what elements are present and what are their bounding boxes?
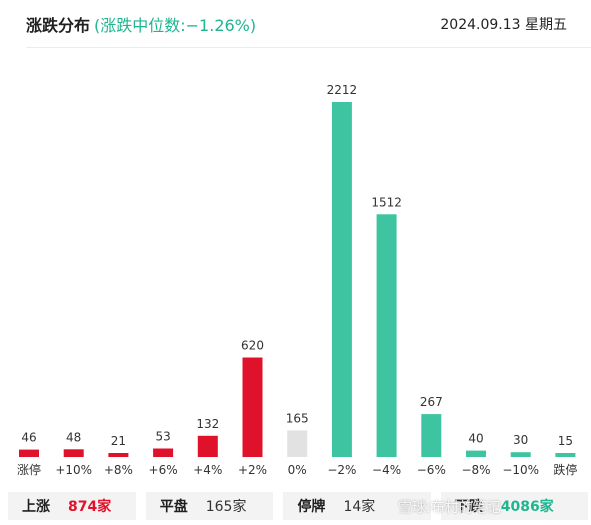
bar-value-label-7: 2212: [327, 83, 358, 97]
distribution-bar-chart: 46 涨停 48 +10% 21 +8% 53 +6% 132 +4% 620 +2% 165 0% 221…: [17, 83, 577, 477]
bar-6: [287, 430, 308, 457]
bar-12: [555, 453, 576, 457]
bar-value-label-10: 40: [468, 432, 483, 446]
x-tick-label-4: +4%: [193, 463, 222, 477]
x-tick-label-10: −8%: [461, 463, 490, 477]
bar-value-label-12: 15: [558, 434, 573, 448]
summary-flat-label: 平盘: [159, 499, 188, 515]
bar-value-label-0: 46: [21, 431, 36, 445]
bar-value-label-3: 53: [155, 430, 170, 444]
bar-value-label-1: 48: [66, 430, 81, 444]
x-tick-label-3: +6%: [149, 463, 178, 477]
summary-down-value: 4086家: [500, 499, 554, 515]
x-tick-label-8: −4%: [372, 463, 401, 477]
x-tick-label-5: +2%: [238, 463, 267, 477]
summary-up-card: 上涨 874家: [8, 492, 136, 520]
x-tick-label-2: +8%: [104, 463, 133, 477]
bars-group: 46 涨停 48 +10% 21 +8% 53 +6% 132 +4% 620 +2% 165 0% 221…: [17, 83, 577, 477]
bar-11: [510, 452, 531, 457]
bar-2: [108, 453, 129, 457]
bar-3: [153, 448, 174, 457]
x-tick-label-0: 涨停: [17, 462, 41, 477]
bar-10: [466, 450, 486, 457]
x-tick-label-12: 跌停: [553, 462, 577, 477]
bar-value-label-4: 132: [196, 417, 219, 431]
bar-value-label-2: 21: [111, 434, 126, 448]
median-change: (涨跌中位数:−1.26%): [94, 16, 257, 35]
bar-4: [197, 435, 218, 457]
title-text: 涨跌分布: [26, 16, 91, 35]
chart-header: 涨跌分布 (涨跌中位数:−1.26%) 2024.09.13 星期五: [0, 0, 591, 48]
bar-0: [19, 449, 39, 457]
header-divider: [26, 47, 591, 48]
summary-flat-card: 平盘 165家: [145, 492, 274, 520]
x-tick-label-6: 0%: [288, 463, 307, 477]
summary-flat-value: 165家: [205, 499, 247, 515]
summary-down-label: 下跌: [454, 499, 483, 515]
x-tick-label-9: −6%: [417, 463, 446, 477]
bar-value-label-5: 620: [241, 339, 264, 353]
bar-8: [376, 214, 397, 457]
bar-value-label-8: 1512: [371, 195, 402, 209]
bar-value-label-9: 267: [420, 395, 443, 409]
bar-value-label-6: 165: [286, 412, 309, 426]
summary-bar: 上涨 874家 平盘 165家 停牌 14家 下跌 4086家: [8, 492, 588, 520]
bar-1: [63, 449, 84, 457]
summary-halt-card: 停牌 14家: [283, 492, 431, 520]
bar-5: [242, 357, 263, 457]
summary-halt-value: 14家: [343, 499, 376, 515]
x-tick-label-1: +10%: [55, 463, 92, 477]
trade-date: 2024.09.13 星期五: [440, 17, 567, 33]
summary-down-card: 下跌 4086家: [440, 492, 588, 520]
x-tick-label-7: −2%: [327, 463, 356, 477]
summary-halt-label: 停牌: [297, 499, 326, 515]
page-title: 涨跌分布 (涨跌中位数:−1.26%): [26, 12, 256, 36]
summary-up-value: 874家: [68, 499, 112, 515]
bar-value-label-11: 30: [513, 433, 528, 447]
watermark: 雪球:布村的笔记: [398, 500, 501, 516]
summary-up-label: 上涨: [22, 499, 50, 515]
x-tick-label-11: −10%: [502, 463, 539, 477]
bar-9: [421, 414, 442, 457]
bar-7: [331, 102, 352, 457]
